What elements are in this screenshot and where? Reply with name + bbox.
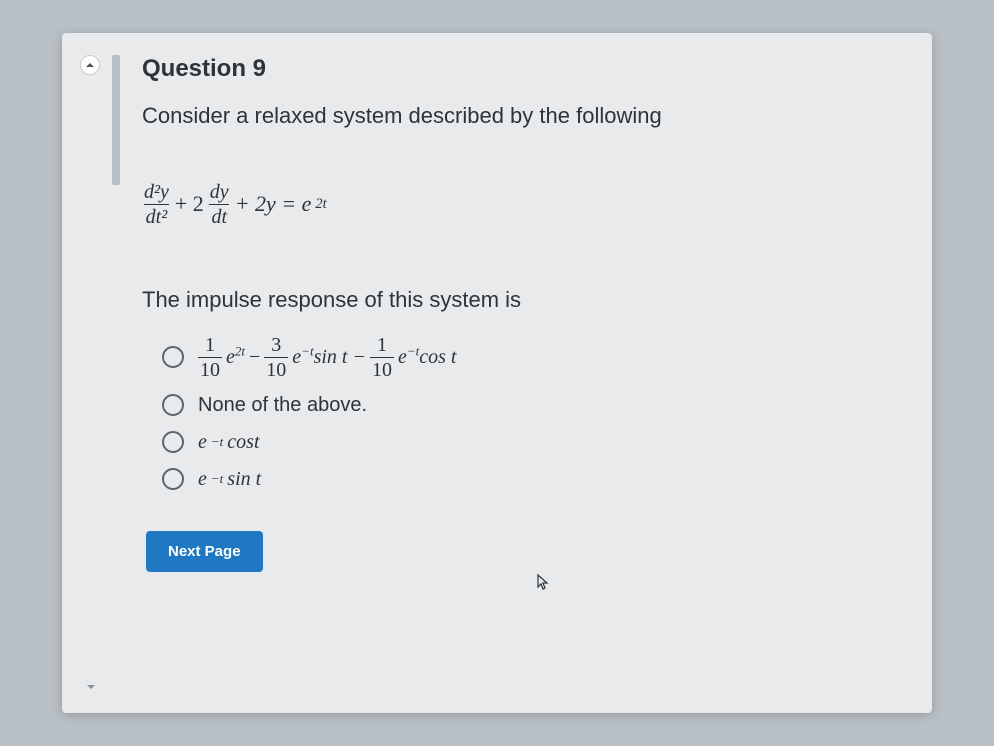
opt1-f2-den: 10 <box>264 357 288 380</box>
opt3-base: e <box>198 431 207 454</box>
scroll-up-button[interactable] <box>80 55 100 75</box>
radio-icon <box>162 346 184 368</box>
question-card: Question 9 Consider a relaxed system des… <box>62 33 932 713</box>
option-4[interactable]: e−tsin t <box>162 468 896 491</box>
opt1-p3b: cos t <box>419 346 456 368</box>
opt1-f1-den: 10 <box>198 357 222 380</box>
opt1-f3-den: 10 <box>370 357 394 380</box>
options-group: 1 10 e2t − 3 10 e−tsin t − 1 10 e−tcos t <box>162 335 896 491</box>
option-3[interactable]: e−tcost <box>162 431 896 454</box>
eq-term2-den: dt <box>209 204 229 227</box>
opt1-f2-num: 3 <box>269 335 283 357</box>
opt1-e2: −t <box>301 343 313 358</box>
radio-icon <box>162 468 184 490</box>
option-2-label: None of the above. <box>198 394 367 417</box>
opt4-tail: sin t <box>227 468 261 491</box>
opt4-base: e <box>198 468 207 491</box>
radio-icon <box>162 394 184 416</box>
option-3-label: e−tcost <box>198 431 260 454</box>
differential-equation: d²y dt² + 2 dy dt + 2y = e2t <box>142 182 896 227</box>
option-1-label: 1 10 e2t − 3 10 e−tsin t − 1 10 e−tcos t <box>198 335 456 380</box>
eq-term2-num: dy <box>208 182 231 204</box>
scroll-down-icon <box>86 679 96 689</box>
opt1-p2b: sin t − <box>314 346 366 368</box>
next-page-button[interactable]: Next Page <box>146 531 263 572</box>
eq-plus1: + 2 <box>175 191 204 217</box>
eq-rest: + 2y = e <box>235 191 312 217</box>
opt1-m1: − <box>249 346 260 369</box>
opt3-tail: cost <box>227 431 259 454</box>
sub-prompt: The impulse response of this system is <box>142 287 896 313</box>
question-title: Question 9 <box>142 55 896 83</box>
option-2[interactable]: None of the above. <box>162 394 896 417</box>
cursor-icon <box>532 573 552 595</box>
opt1-e1: 2t <box>235 343 245 358</box>
opt1-p2: e <box>292 346 301 368</box>
radio-icon <box>162 431 184 453</box>
accent-bar <box>112 55 120 185</box>
opt1-e3: −t <box>407 343 419 358</box>
eq-term1-den: dt² <box>144 204 170 227</box>
opt1-p3: e <box>398 346 407 368</box>
opt1-f3-num: 1 <box>375 335 389 357</box>
opt1-p1: e <box>226 346 235 368</box>
opt1-f1-num: 1 <box>203 335 217 357</box>
eq-term1-num: d²y <box>142 182 171 204</box>
option-4-label: e−tsin t <box>198 468 261 491</box>
option-1[interactable]: 1 10 e2t − 3 10 e−tsin t − 1 10 e−tcos t <box>162 335 896 380</box>
question-prompt: Consider a relaxed system described by t… <box>142 101 896 132</box>
